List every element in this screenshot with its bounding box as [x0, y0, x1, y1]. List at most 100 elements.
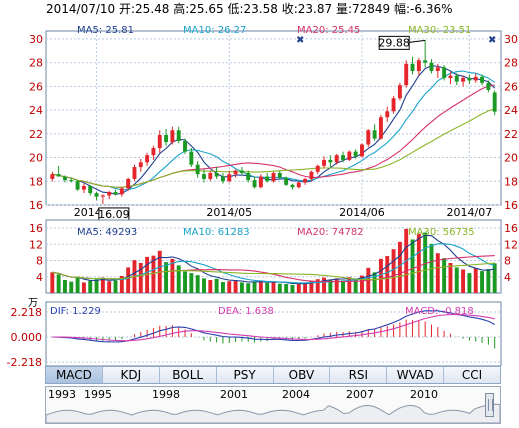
- tab-wvad[interactable]: WVAD: [387, 367, 445, 383]
- macd-ytick: -2.218: [7, 356, 42, 366]
- macd-ytick: 0.000: [11, 331, 43, 344]
- price-ma-legend: MA5: 25.81: [77, 25, 134, 36]
- header-bar: 2014/07/10 开:25.48 高:25.65 低:23.58 收:23.…: [46, 1, 453, 17]
- header-volume-label: 量:: [335, 2, 352, 16]
- candle-body: [271, 172, 276, 182]
- price-ma-legend: MA20: 25.45: [297, 25, 360, 36]
- candle-body: [467, 78, 472, 81]
- indicator-tabs: MACD KDJ BOLL PSY OBV RSI WVAD CCI: [45, 366, 501, 384]
- volume-bar: [290, 284, 295, 293]
- candle-body: [385, 111, 390, 118]
- macd-ytick: 2.218: [11, 306, 43, 319]
- candle-body: [176, 130, 181, 141]
- navigator-range-handle[interactable]: [485, 393, 494, 417]
- volume-bar: [75, 277, 80, 293]
- candle-body: [435, 67, 440, 71]
- candle-body: [246, 172, 251, 181]
- candle-body: [107, 191, 112, 196]
- candle-body: [151, 148, 156, 156]
- tab-psy[interactable]: PSY: [217, 367, 274, 383]
- chart-marker-icon: ✖: [296, 35, 304, 46]
- candle-body: [328, 159, 333, 163]
- volume-bar: [151, 255, 156, 293]
- candle-body: [429, 62, 434, 71]
- volume-bar: [189, 273, 194, 293]
- price-ytick-left: 20: [29, 152, 43, 165]
- tab-obv[interactable]: OBV: [274, 367, 331, 383]
- navigator-year: 2004: [282, 388, 310, 401]
- candle-body: [347, 151, 352, 160]
- candle-body: [239, 170, 244, 173]
- candle-body: [258, 176, 263, 188]
- volume-bar: [322, 277, 327, 293]
- candle-body: [448, 75, 453, 79]
- candle-body: [480, 76, 485, 83]
- candle-body: [296, 182, 301, 188]
- navigator-history-line: [46, 403, 500, 423]
- price-ytick-left: 28: [29, 57, 43, 70]
- candle-body: [423, 60, 428, 63]
- tab-cci[interactable]: CCI: [461, 368, 483, 382]
- volume-ytick-left: 12: [29, 238, 43, 251]
- candle-body: [62, 176, 67, 181]
- volume-ma-legend: MA5: 49293: [77, 227, 137, 238]
- candle-body: [75, 181, 80, 190]
- price-ma-legend: MA30: 23.51: [408, 25, 471, 36]
- volume-bar: [214, 278, 219, 293]
- volume-bar: [62, 280, 67, 293]
- candle-body: [492, 92, 497, 112]
- volume-bar: [50, 272, 55, 293]
- candle-body: [214, 172, 219, 177]
- volume-bar: [467, 273, 472, 293]
- volume-bar: [442, 258, 447, 293]
- navigator-year: 1998: [152, 388, 180, 401]
- candle-body: [360, 144, 364, 157]
- volume-bar: [88, 280, 93, 293]
- price-ytick-right: 18: [504, 175, 518, 188]
- volume-bar: [448, 262, 453, 293]
- candle-body: [372, 130, 377, 139]
- price-ytick-right: 24: [504, 104, 518, 117]
- volume-bar: [176, 265, 181, 293]
- volume-bar: [183, 271, 187, 293]
- volume-bar: [492, 263, 497, 293]
- candle-body: [50, 174, 55, 179]
- volume-bar: [486, 269, 491, 293]
- price-ytick-left: 24: [29, 104, 43, 117]
- volume-bar: [208, 280, 213, 293]
- volume-bar: [360, 275, 364, 293]
- volume-ytick-left: 16: [29, 222, 43, 235]
- candle-body: [233, 170, 238, 175]
- candle-body: [126, 178, 131, 189]
- max-price-box: [378, 35, 410, 50]
- candle-body: [202, 174, 206, 179]
- candle-body: [397, 85, 402, 99]
- volume-bar: [220, 282, 225, 293]
- tab-macd[interactable]: MACD: [46, 367, 103, 383]
- volume-bar: [258, 280, 263, 293]
- time-navigator[interactable]: 1993 1995 1998 2001 2004 2007 2010: [45, 386, 501, 424]
- volume-bar: [277, 283, 282, 293]
- volume-bar: [423, 232, 428, 293]
- price-ytick-right: 28: [504, 57, 518, 70]
- price-ytick-right: 22: [504, 128, 518, 141]
- candle-body: [315, 165, 320, 172]
- candle-body: [442, 67, 447, 79]
- volume-ytick-right: 16: [504, 222, 518, 235]
- candle-body: [334, 155, 339, 163]
- volume-ma-legend: MA10: 61283: [183, 227, 250, 238]
- volume-bar: [315, 279, 320, 293]
- volume-bar: [56, 274, 61, 293]
- candle-body: [119, 188, 124, 195]
- header-date: 2014/07/10: [46, 2, 116, 16]
- volume-ma30-line: [52, 262, 495, 281]
- header-volume: 72849: [351, 2, 391, 16]
- macd-legend: MACD: -0.818: [405, 306, 474, 317]
- tab-rsi[interactable]: RSI: [330, 367, 388, 383]
- candle-body: [164, 135, 169, 143]
- tab-kdj[interactable]: KDJ: [103, 367, 160, 383]
- candle-body: [208, 172, 213, 179]
- volume-bar: [385, 256, 390, 293]
- candle-body: [220, 176, 225, 182]
- tab-boll[interactable]: BOLL: [160, 367, 217, 383]
